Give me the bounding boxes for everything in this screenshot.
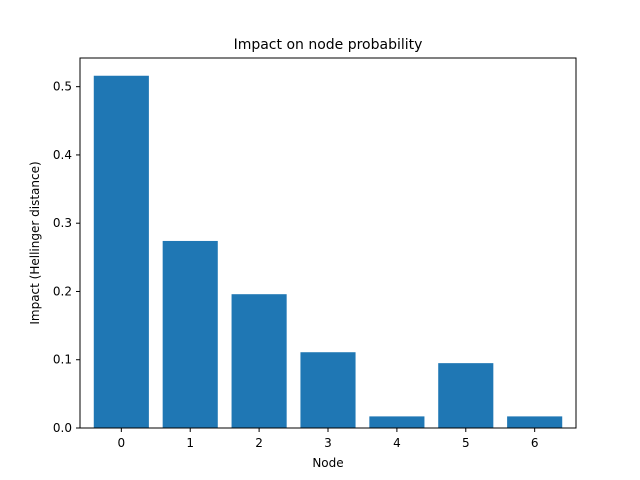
bar-node-5 <box>438 363 494 428</box>
y-axis-ticks: 0.0 0.1 0.2 0.3 0.4 0.5 <box>53 80 80 435</box>
x-tick-label-2: 2 <box>255 436 263 450</box>
bar-node-2 <box>231 294 287 428</box>
bar-node-3 <box>300 352 356 428</box>
x-tick-label-5: 5 <box>462 436 470 450</box>
y-tick-label-0.0: 0.0 <box>53 421 72 435</box>
y-tick-label-0.1: 0.1 <box>53 353 72 367</box>
x-tick-label-4: 4 <box>393 436 401 450</box>
chart-title: Impact on node probability <box>234 37 423 53</box>
y-tick-label-0.4: 0.4 <box>53 148 72 162</box>
x-tick-label-6: 6 <box>531 436 539 450</box>
bar-node-4 <box>369 416 425 428</box>
y-tick-label-0.5: 0.5 <box>53 80 72 94</box>
plot-frame <box>79 57 577 429</box>
y-axis-label: Impact (Hellinger distance) <box>28 161 42 324</box>
x-tick-label-3: 3 <box>324 436 332 450</box>
x-tick-label-1: 1 <box>186 436 194 450</box>
bar-node-6 <box>507 416 563 428</box>
bar-node-1 <box>162 240 218 428</box>
bar-node-0 <box>93 75 149 428</box>
x-axis-label: Node <box>312 456 343 470</box>
y-tick-label-0.3: 0.3 <box>53 216 72 230</box>
y-tick-label-0.2: 0.2 <box>53 284 72 298</box>
x-tick-label-0: 0 <box>118 436 126 450</box>
bars-group <box>93 75 563 428</box>
x-axis-ticks: 0 1 2 3 4 5 6 <box>118 428 539 450</box>
